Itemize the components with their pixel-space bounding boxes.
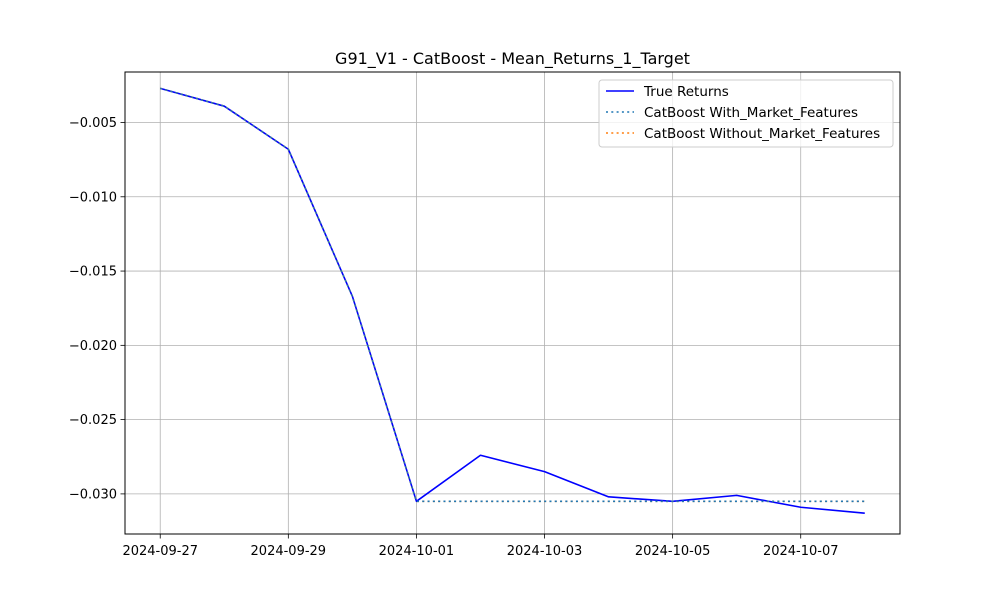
legend: True Returns CatBoost With_Market_Feature…: [598, 79, 894, 148]
y-tick-label: −0.030: [69, 487, 117, 502]
plot-area: [124, 71, 901, 535]
x-axis: 2024-09-27 2024-09-29 2024-10-01 2024-10-03…: [122, 534, 839, 559]
plot-background: [125, 72, 900, 534]
x-tick-label: 2024-10-03: [507, 544, 583, 559]
plot-frame: [124, 71, 901, 535]
x-tick-label: 2024-09-29: [251, 544, 327, 559]
x-gridlines: [159, 72, 802, 534]
y-tick-label: −0.010: [69, 190, 117, 205]
series-line-0: [160, 87, 865, 514]
y-tick-label: −0.015: [69, 265, 117, 280]
chart-title: G91_V1 - CatBoost - Mean_Returns_1_Targe…: [335, 49, 690, 69]
legend-box: [598, 79, 894, 148]
y-axis: −0.030 −0.025 −0.020 −0.015 −0.010 −0.005: [69, 116, 125, 502]
legend-label: CatBoost With_Market_Features: [644, 105, 858, 121]
legend-label: CatBoost Without_Market_Features: [644, 126, 880, 142]
y-tick-label: −0.020: [69, 339, 117, 354]
y-tick-label: −0.005: [69, 116, 117, 131]
x-tick-label: 2024-10-07: [763, 544, 839, 559]
x-tick-label: 2024-10-05: [635, 544, 711, 559]
legend-label: True Returns: [643, 84, 729, 100]
series-layer: [160, 87, 865, 514]
series-line-1: [160, 87, 865, 503]
x-tick-label: 2024-09-27: [122, 544, 198, 559]
x-tick-label: 2024-10-01: [379, 544, 455, 559]
y-tick-label: −0.025: [69, 413, 117, 428]
y-gridlines: [125, 122, 900, 495]
